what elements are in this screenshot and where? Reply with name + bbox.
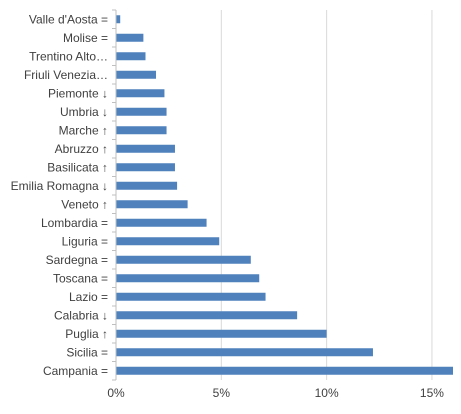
x-tick-label-2: 10% <box>315 386 339 400</box>
category-label-17: Puglia ↑ <box>65 327 108 341</box>
gridlines <box>220 10 433 380</box>
category-label-14: Toscana = <box>53 271 108 285</box>
bar-7 <box>116 144 175 153</box>
category-label-13: Sardegna = <box>46 253 108 267</box>
category-label-19: Campania = <box>43 364 108 378</box>
bar-3 <box>116 70 157 79</box>
category-label-16: Calabria ↓ <box>54 308 108 322</box>
bars <box>116 15 453 375</box>
category-label-6: Marche ↑ <box>59 123 108 137</box>
bar-4 <box>116 89 165 98</box>
category-label-10: Veneto ↑ <box>61 197 108 211</box>
category-labels: Valle d'Aosta = Molise = Trentino Alto… Fri… <box>11 12 108 378</box>
bar-12 <box>116 237 220 246</box>
bar-16 <box>116 311 298 320</box>
category-label-2: Trentino Alto… <box>29 49 108 63</box>
axes <box>112 9 117 381</box>
bar-19 <box>116 366 453 375</box>
bar-0 <box>116 15 121 24</box>
bar-13 <box>116 255 251 264</box>
category-label-9: Emilia Romagna ↓ <box>11 179 108 193</box>
category-label-7: Abruzzo ↑ <box>55 142 108 156</box>
bar-6 <box>116 126 167 135</box>
bar-5 <box>116 107 167 116</box>
category-label-5: Umbria ↓ <box>60 105 108 119</box>
category-label-1: Molise = <box>63 31 108 45</box>
x-tick-label-3: 15% <box>420 386 444 400</box>
bar-17 <box>116 329 327 338</box>
x-tick-labels: 0% 5% 10% 15% <box>107 386 444 400</box>
category-label-8: Basilicata ↑ <box>47 160 108 174</box>
bar-14 <box>116 274 260 283</box>
bar-2 <box>116 52 146 61</box>
category-label-3: Friuli Venezia… <box>24 68 108 82</box>
x-tick-label-1: 5% <box>213 386 231 400</box>
bar-9 <box>116 181 178 190</box>
bar-18 <box>116 348 373 357</box>
bar-15 <box>116 292 266 301</box>
bar-1 <box>116 33 144 42</box>
bar-11 <box>116 218 207 227</box>
category-label-11: Lombardia = <box>41 216 108 230</box>
bar-8 <box>116 163 175 172</box>
category-label-12: Liguria = <box>62 234 108 248</box>
x-tick-label-0: 0% <box>107 386 125 400</box>
category-label-4: Piemonte ↓ <box>48 86 108 100</box>
category-label-15: Lazio = <box>69 290 108 304</box>
bar-10 <box>116 200 188 209</box>
category-label-0: Valle d'Aosta = <box>29 12 108 26</box>
category-label-18: Sicilia = <box>66 345 108 359</box>
